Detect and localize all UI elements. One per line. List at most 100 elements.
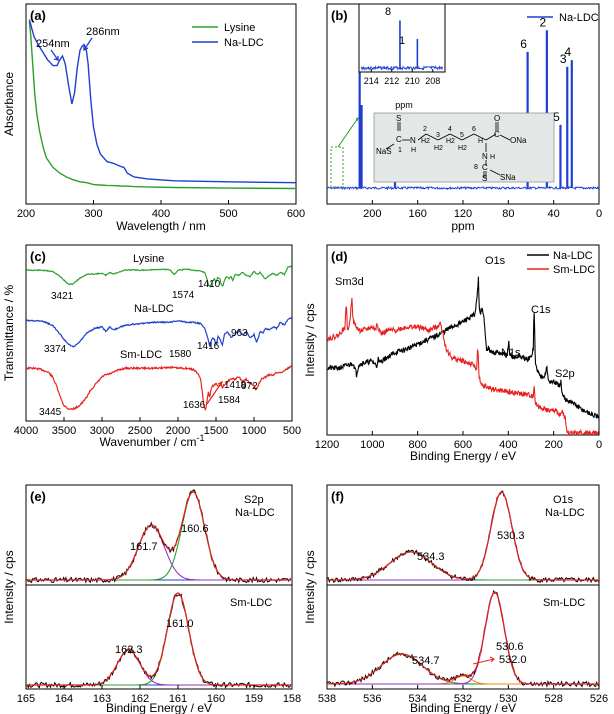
legend-label-na-ldc-b: Na-LDC <box>559 12 599 24</box>
f-plot-x-tick-label: 532 <box>454 693 472 705</box>
panel-d-plot <box>327 276 599 435</box>
xps-survey-sm-ldc <box>327 297 599 435</box>
mol-group-sna: SNa <box>500 173 516 182</box>
b-x-tick-label: 80 <box>502 208 514 220</box>
panel-a-frame <box>25 3 297 205</box>
ftir-line-sm-ldc <box>26 365 292 411</box>
panel-a-legend: Lysine Na-LDC <box>192 22 264 49</box>
a-x-tick-label: 300 <box>84 208 102 220</box>
panel-c-label: (c) <box>30 249 46 264</box>
band-label-1574: 1574 <box>172 290 195 301</box>
molecule-bonds <box>385 122 511 178</box>
panel-c-plot <box>26 265 292 411</box>
molecule-box <box>373 112 555 183</box>
envelope-fit-1 <box>26 592 291 686</box>
panel-f: (f) 538 536 534 532 530 528 526 Binding Energy… <box>303 484 608 714</box>
inset-baseline <box>360 65 443 72</box>
b-x-tick-label: 200 <box>363 208 381 220</box>
d-x-tick-label: 800 <box>408 439 426 451</box>
panel-b: (b) 76253420016012080400 ppm Na-LDC 8 1 … <box>326 3 602 233</box>
panel-a-label: (a) <box>30 8 46 23</box>
panel-d-axis: 1200 1000 800 600 400 200 0 <box>315 431 602 451</box>
band-label-963: 963 <box>231 328 248 339</box>
arrowhead-532 <box>489 656 495 663</box>
b-x-tick-label: 40 <box>548 208 560 220</box>
mol-atom-h2: H <box>478 138 483 145</box>
mol-atom-c1: C <box>396 135 402 144</box>
panel-f-title-sm-ldc: Sm-LDC <box>543 597 585 609</box>
mol-group-h2-d: H2 <box>458 145 467 152</box>
arrowhead-254nm <box>53 56 59 61</box>
f-plot-x-tick-label: 530 <box>499 693 517 705</box>
mol-index-2: 2 <box>423 126 427 133</box>
mol-atom-n1: N <box>410 136 416 145</box>
panel-d-ylabel: Intensity / cps <box>303 303 317 376</box>
c-x-tick-label: 1000 <box>242 425 266 437</box>
series-label-lysine: Lysine <box>133 253 164 265</box>
envelope-fit-1 <box>327 591 599 685</box>
c-x-tick-label: 4000 <box>14 425 38 437</box>
panel-d-xlabel: Binding Energy / eV <box>410 449 516 463</box>
peak-label-534-3: 534.3 <box>417 551 445 563</box>
e-plot-x-tick-label: 164 <box>55 693 73 705</box>
peak-label-534-7: 534.7 <box>412 655 440 667</box>
c-x-tick-label: 3500 <box>52 425 76 437</box>
mol-index-4: 4 <box>448 126 452 133</box>
panel-e-title-na-ldc: Na-LDC <box>235 507 275 519</box>
c-x-tick-label: 2000 <box>166 425 190 437</box>
peak-label-161-0: 161.0 <box>166 618 194 630</box>
annotation-254nm: 254nm <box>36 38 70 50</box>
series-line-lysine <box>28 21 296 190</box>
inset-peak-1: 1 <box>399 35 405 47</box>
series-line-na-ldc <box>28 19 296 184</box>
inset-axis: 214 212 210 208 <box>364 69 440 86</box>
legend-label-na-ldc: Na-LDC <box>224 37 264 49</box>
panel-d-legend: Na-LDC Sm-LDC <box>527 250 595 276</box>
legend-label-lysine: Lysine <box>224 22 255 34</box>
annotation-286nm: 286nm <box>86 26 120 38</box>
peak-label-530-6: 530.6 <box>496 641 524 653</box>
a-x-tick-label: 200 <box>17 208 35 220</box>
panel-a-xlabel: Wavelength / nm <box>116 219 206 233</box>
panel-e-frame <box>25 484 293 690</box>
panel-e-label: (e) <box>30 489 46 504</box>
e-plot-x-tick-label: 162 <box>131 693 149 705</box>
panel-f-ylabel: Intensity / cps <box>303 550 317 623</box>
mol-atom-h3: H <box>490 154 495 161</box>
peak-label-161-7: 161.7 <box>130 541 158 553</box>
nmr-peak-label-6: 6 <box>520 37 527 51</box>
panel-e-ylabel: Intensity / cps <box>2 550 16 623</box>
b-x-tick-label: 120 <box>454 208 472 220</box>
b-x-tick-label: 160 <box>408 208 426 220</box>
panel-a: (a) 200 300 400 500 600 Wavelength / nm Abso… <box>2 3 305 233</box>
zoom-arrowhead <box>355 117 359 122</box>
inset-x-tick-label: 212 <box>384 76 399 86</box>
panel-f-plot <box>327 490 599 689</box>
e-plot-x-tick-label: 165 <box>17 693 35 705</box>
band-label-3421: 3421 <box>51 291 74 302</box>
mol-group-h2-a: H2 <box>421 138 430 145</box>
panel-d: (d) 1200 1000 800 600 400 200 0 Binding Energy… <box>303 244 602 463</box>
panel-e-title-s2p: S2p <box>244 494 264 506</box>
envelope-fit-0 <box>327 491 599 581</box>
annotation-c1s: C1s <box>531 304 551 316</box>
a-x-tick-label: 600 <box>287 208 305 220</box>
panel-b-legend: Na-LDC <box>527 12 599 24</box>
c-x-tick-label: 1500 <box>204 425 228 437</box>
panel-c-frame <box>25 244 293 422</box>
band-label-1410: 1410 <box>198 279 221 290</box>
panel-c-ylabel: Transmittance / % <box>2 285 16 382</box>
panel-d-label: (d) <box>331 249 348 264</box>
inset-x-tick-label: 210 <box>405 76 420 86</box>
panel-f-title-na-ldc: Na-LDC <box>545 507 585 519</box>
panel-a-plot <box>28 19 296 190</box>
arrow-1636 <box>206 381 223 405</box>
arrowhead-286nm <box>83 46 89 52</box>
inset-frame <box>358 3 446 73</box>
mol-atom-s1: S <box>396 114 401 123</box>
component-534-7 <box>327 653 599 685</box>
nmr-peak-label-4: 4 <box>564 45 571 59</box>
mol-atom-c2: C <box>494 130 500 139</box>
d-x-tick-label: 400 <box>499 439 517 451</box>
